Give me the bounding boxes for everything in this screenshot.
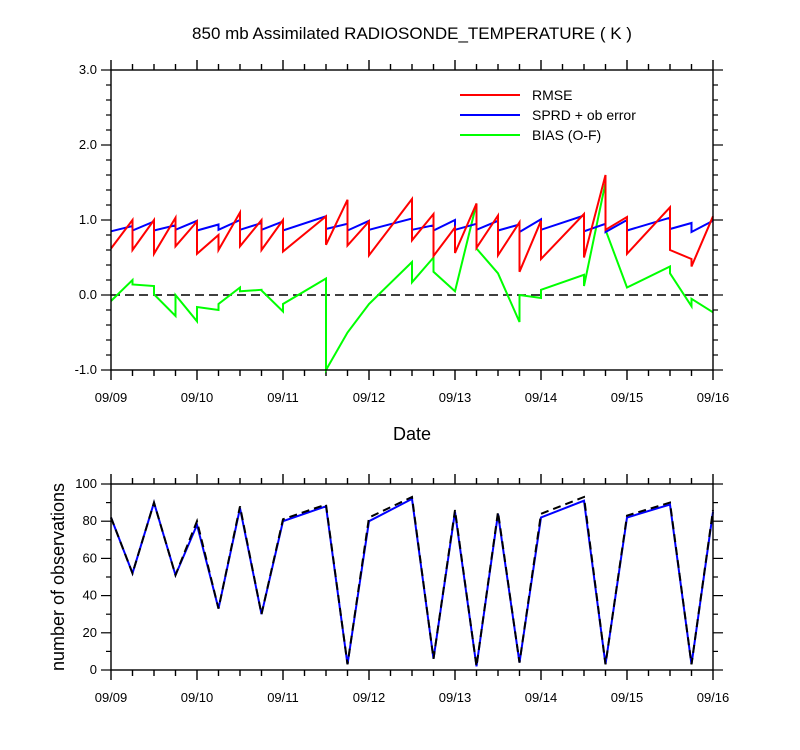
y-axis-label: number of observations bbox=[48, 483, 68, 671]
series-line-possible bbox=[110, 495, 714, 667]
series-line-used bbox=[110, 497, 714, 667]
y-tick-label: 20 bbox=[83, 625, 97, 640]
x-tick-label: 09/11 bbox=[267, 690, 299, 705]
top-series-group bbox=[110, 174, 714, 374]
legend-label-rmse: RMSE bbox=[532, 87, 572, 103]
x-tick-label: 09/16 bbox=[697, 690, 730, 705]
y-tick-label: 0.0 bbox=[79, 287, 97, 302]
top-axis-ticks bbox=[101, 60, 723, 380]
x-tick-label: 09/10 bbox=[181, 390, 214, 405]
y-tick-label: 0 bbox=[90, 662, 97, 677]
bottom-x-tick-labels: 09/09 09/10 09/11 09/12 09/13 09/14 09/15 09/16 bbox=[95, 690, 730, 705]
bottom-series-group bbox=[110, 495, 714, 667]
bottom-axis-ticks bbox=[101, 474, 723, 680]
legend-label-sprd-ob-error: SPRD + ob error bbox=[532, 107, 636, 123]
legend: RMSE SPRD + ob error BIAS (O-F) bbox=[460, 87, 636, 143]
series-line-rmse bbox=[110, 174, 714, 273]
y-tick-label: 80 bbox=[83, 513, 97, 528]
top-x-tick-labels: 09/09 09/10 09/11 09/12 09/13 09/14 09/15 09/16 bbox=[95, 390, 730, 405]
x-tick-label: 09/09 bbox=[95, 390, 128, 405]
chart-title: 850 mb Assimilated RADIOSONDE_TEMPERATUR… bbox=[192, 24, 632, 43]
x-tick-label: 09/12 bbox=[353, 390, 386, 405]
y-tick-label: 3.0 bbox=[79, 62, 97, 77]
x-tick-label: 09/14 bbox=[525, 690, 558, 705]
legend-label-bias-o-f: BIAS (O-F) bbox=[532, 127, 601, 143]
x-tick-label: 09/16 bbox=[697, 390, 730, 405]
x-tick-label: 09/12 bbox=[353, 690, 386, 705]
bottom-plot-frame bbox=[110, 483, 714, 671]
x-tick-label: 09/10 bbox=[181, 690, 214, 705]
x-tick-label: 09/15 bbox=[611, 390, 644, 405]
x-tick-label: 09/15 bbox=[611, 690, 644, 705]
y-tick-label: 40 bbox=[83, 588, 97, 603]
x-axis-label: Date bbox=[393, 424, 431, 444]
top-y-tick-labels: -1.0 0.0 1.0 2.0 3.0 bbox=[75, 62, 97, 377]
y-tick-label: 1.0 bbox=[79, 212, 97, 227]
bottom-y-tick-labels: 0 20 40 60 80 100 bbox=[75, 476, 97, 677]
y-tick-label: 2.0 bbox=[79, 137, 97, 152]
x-tick-label: 09/09 bbox=[95, 690, 128, 705]
top-plot-frame bbox=[110, 69, 714, 371]
y-tick-label: -1.0 bbox=[75, 362, 97, 377]
x-tick-label: 09/11 bbox=[267, 390, 299, 405]
y-tick-label: 60 bbox=[83, 550, 97, 565]
y-tick-label: 100 bbox=[75, 476, 97, 491]
x-tick-label: 09/13 bbox=[439, 690, 472, 705]
x-tick-label: 09/14 bbox=[525, 390, 558, 405]
rmse-spread-bias-panel: 850 mb Assimilated RADIOSONDE_TEMPERATUR… bbox=[75, 24, 730, 444]
x-tick-label: 09/13 bbox=[439, 390, 472, 405]
